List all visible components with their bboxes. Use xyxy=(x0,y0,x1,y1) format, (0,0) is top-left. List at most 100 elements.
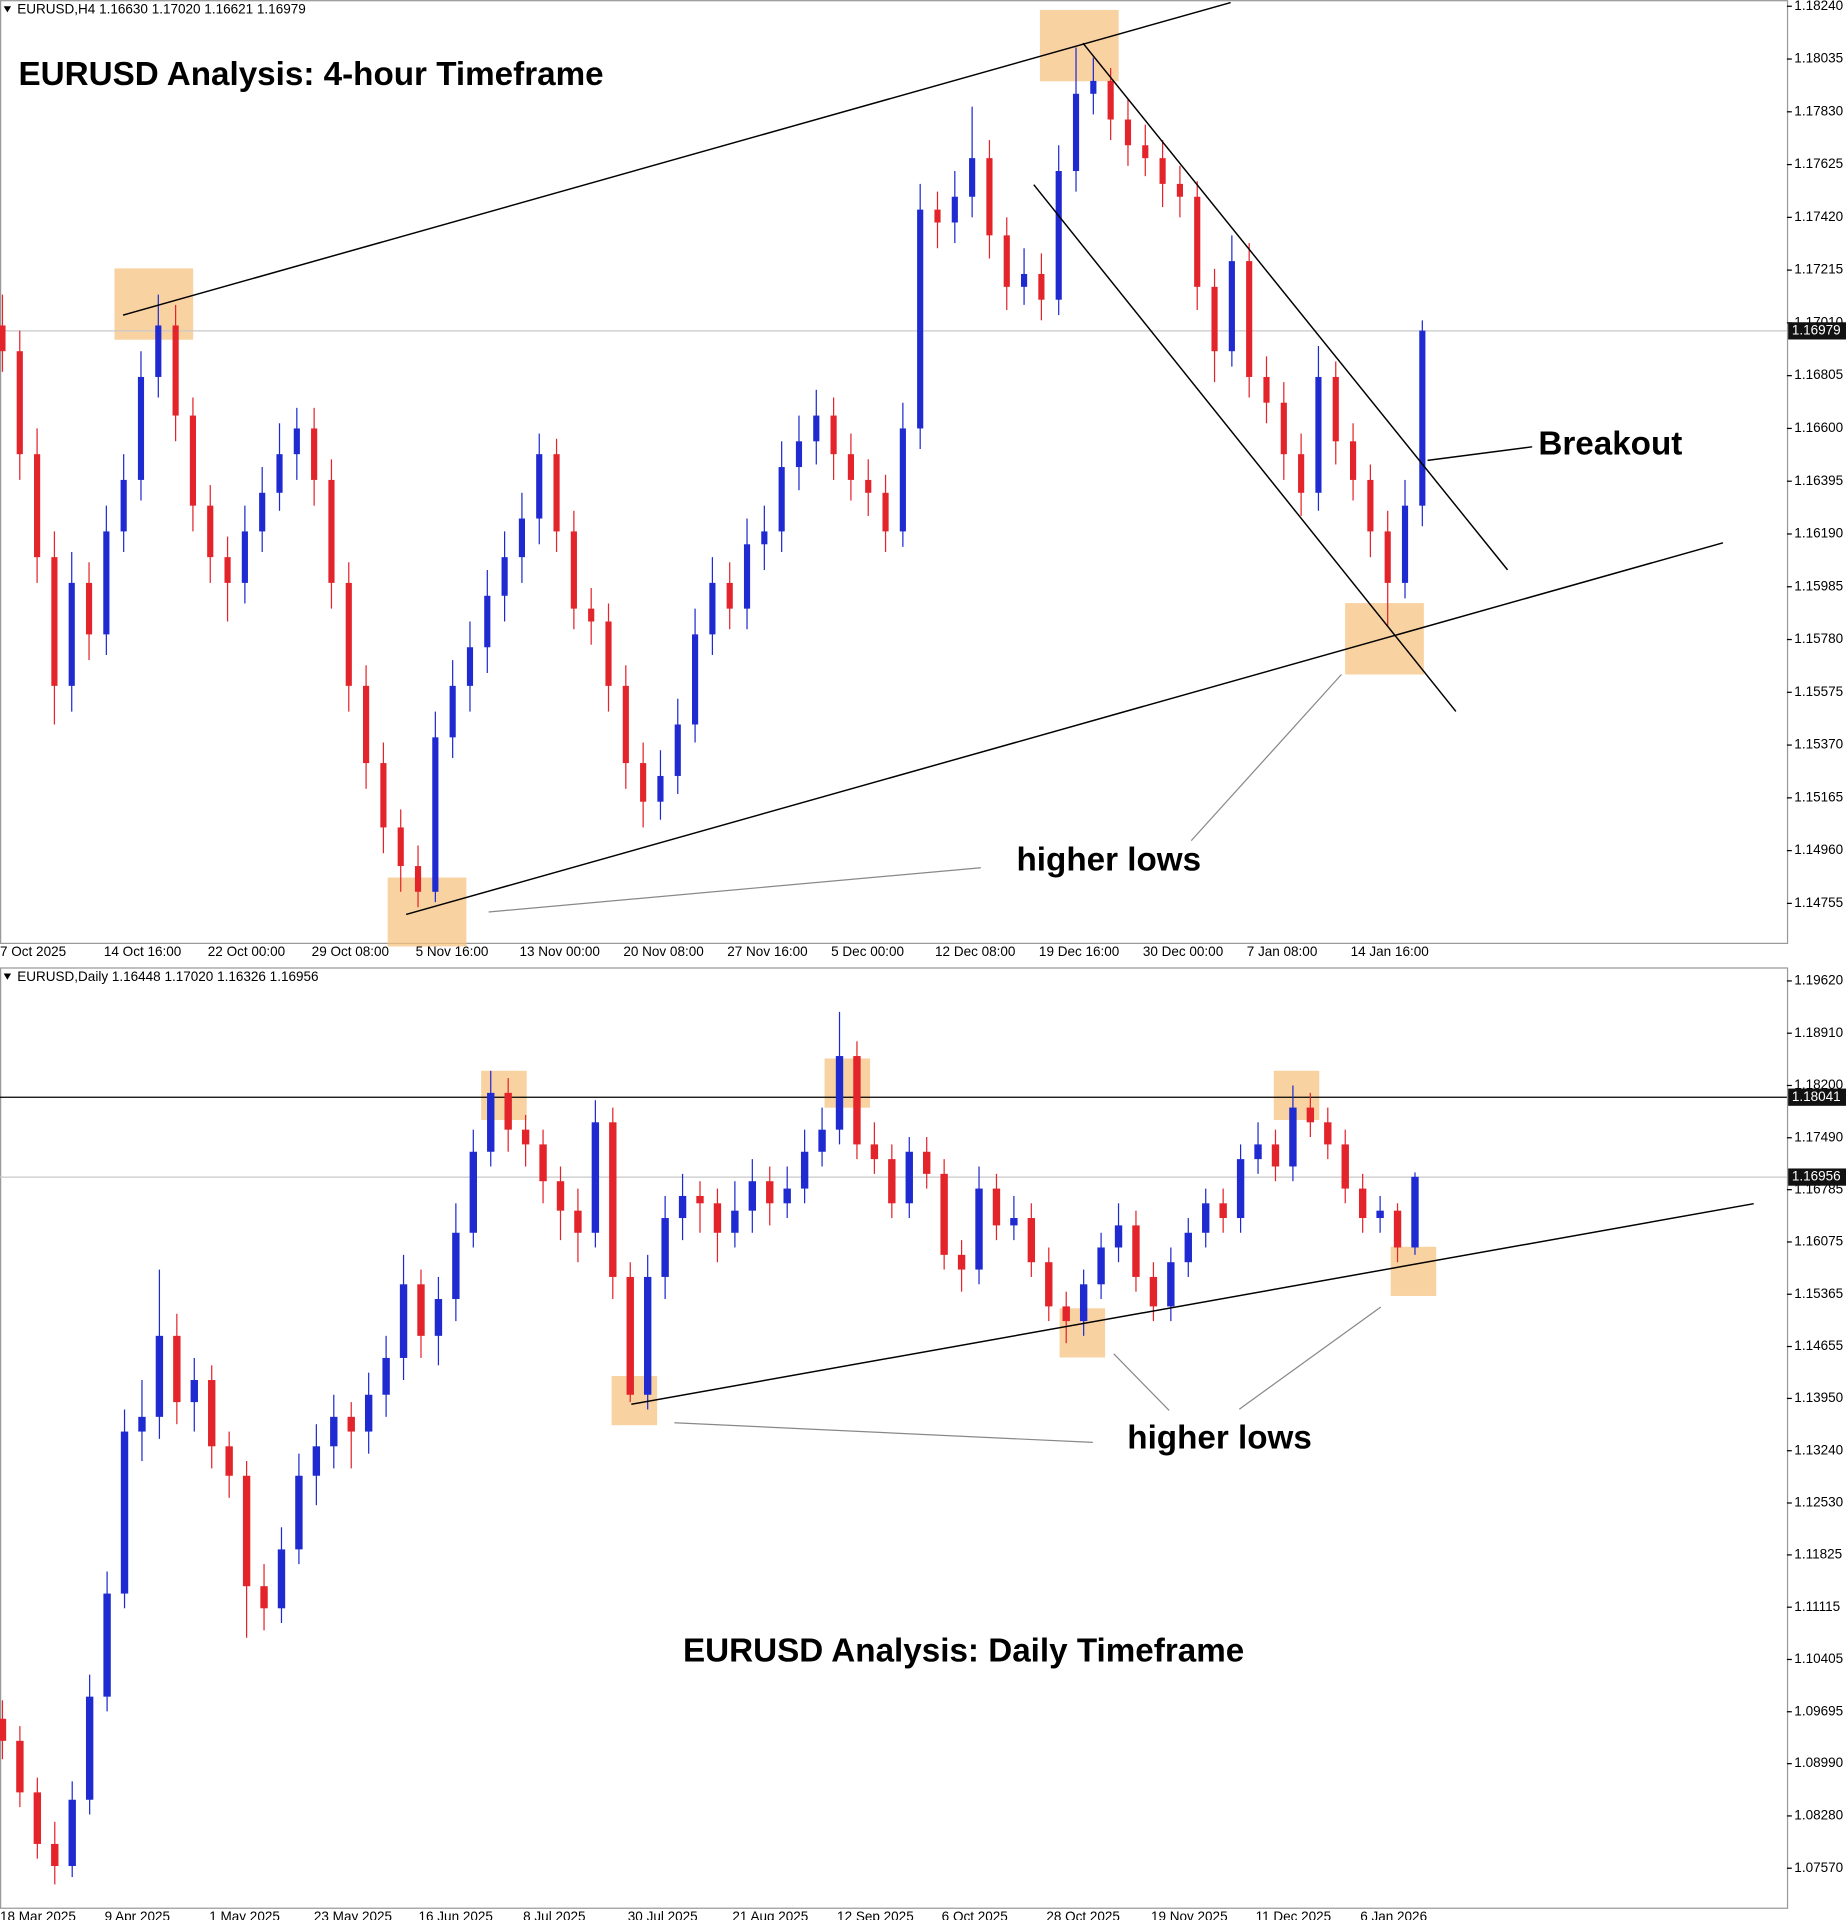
candle-body xyxy=(692,634,699,725)
level-line-box xyxy=(1788,1088,1846,1106)
candle-body xyxy=(190,1380,198,1403)
candle-body xyxy=(449,685,456,738)
candle-body xyxy=(1254,1144,1262,1160)
chart-title: EURUSD Analysis: Daily Timeframe xyxy=(683,1633,1244,1670)
y-tick-label: 1.18910 xyxy=(1794,1025,1843,1040)
x-tick-label: 19 Dec 16:00 xyxy=(1039,944,1119,959)
candle-body xyxy=(1306,1107,1315,1123)
candle-body xyxy=(713,1203,722,1233)
candle-body xyxy=(536,454,543,519)
candle-body xyxy=(260,1586,268,1609)
candle-body xyxy=(605,621,612,686)
y-tick-label: 1.11115 xyxy=(1794,1599,1840,1614)
candle-body xyxy=(957,1254,966,1270)
x-tick-label: 7 Jan 08:00 xyxy=(1247,944,1318,959)
candle-body xyxy=(1027,1218,1036,1263)
y-tick-label: 1.07570 xyxy=(1794,1860,1843,1875)
candle-body xyxy=(853,1056,861,1145)
y-tick-label: 1.14755 xyxy=(1794,895,1843,910)
candle-body xyxy=(951,196,958,223)
y-tick-label: 1.15780 xyxy=(1794,631,1843,646)
candle-body xyxy=(923,1151,931,1174)
candle-body xyxy=(870,1144,879,1160)
candle-body xyxy=(311,428,318,480)
candle-body xyxy=(1176,183,1183,197)
candle-body xyxy=(1211,286,1218,352)
candle-body xyxy=(1090,80,1097,94)
candle-body xyxy=(16,351,23,455)
candle-body xyxy=(397,827,404,867)
candle-body xyxy=(1401,505,1409,583)
candle-body xyxy=(1194,196,1201,287)
y-tick-label: 1.08990 xyxy=(1794,1755,1843,1770)
candle-body xyxy=(345,582,352,686)
candle-body xyxy=(207,505,214,558)
candle-body xyxy=(414,866,422,892)
candle-body xyxy=(1219,1203,1227,1219)
y-tick-label: 1.13240 xyxy=(1794,1442,1843,1457)
candle-body xyxy=(417,1284,425,1336)
candle-body xyxy=(1332,376,1339,442)
candle-body xyxy=(224,557,231,583)
candle-body xyxy=(259,492,266,532)
candle-body xyxy=(1202,1203,1210,1233)
candle-body xyxy=(34,454,41,558)
candle-body xyxy=(795,441,803,468)
candle-body xyxy=(574,1210,582,1233)
pointer-line xyxy=(1427,446,1533,462)
y-tick-label: 1.17625 xyxy=(1794,156,1843,171)
candle-body xyxy=(847,454,854,480)
candle-body xyxy=(992,1188,1001,1226)
x-tick-label: 12 Sep 2025 xyxy=(837,1909,914,1920)
x-tick-label: 14 Oct 16:00 xyxy=(104,944,181,959)
candle-body xyxy=(0,325,6,352)
candle-body xyxy=(975,1188,983,1270)
candle-body xyxy=(484,595,491,648)
header-arrow xyxy=(3,6,12,13)
candle-body xyxy=(640,763,647,802)
highlight-box xyxy=(824,1058,871,1108)
candle-body xyxy=(0,1718,7,1741)
candle-body xyxy=(709,582,716,635)
x-tick-label: 27 Nov 16:00 xyxy=(727,944,807,959)
candle-body xyxy=(588,608,595,622)
candle-body xyxy=(85,1696,94,1800)
candle-body xyxy=(882,492,889,532)
x-tick-label: 28 Oct 2025 xyxy=(1046,1909,1120,1920)
candle-body xyxy=(643,1276,652,1395)
x-tick-label: 11 Dec 2025 xyxy=(1256,1909,1332,1920)
candle-body xyxy=(399,1284,408,1358)
candle-body xyxy=(51,1843,59,1867)
x-tick-label: 6 Oct 2025 xyxy=(942,1909,1008,1920)
candle-body xyxy=(556,1181,565,1211)
candle-body xyxy=(225,1446,233,1476)
candle-body xyxy=(1107,80,1114,120)
x-tick-label: 20 Nov 08:00 xyxy=(623,944,703,959)
candle-body xyxy=(539,1144,547,1182)
panel-frame xyxy=(0,0,1789,945)
candle-body xyxy=(657,775,664,802)
candle-body xyxy=(899,428,906,532)
candle-body xyxy=(1132,1225,1140,1277)
candle-body xyxy=(276,454,283,493)
candle-body xyxy=(678,1195,687,1219)
trendline xyxy=(1033,184,1457,712)
y-tick-label: 1.15575 xyxy=(1794,684,1843,699)
x-tick-label: 7 Oct 2025 xyxy=(0,944,66,959)
candle-body xyxy=(33,1792,42,1844)
candle-body xyxy=(293,428,300,455)
candle-body xyxy=(103,1593,111,1697)
candle-body xyxy=(969,158,976,197)
x-tick-label: 16 Jun 2025 xyxy=(419,1909,493,1920)
candle-body xyxy=(835,1056,844,1130)
header-arrow xyxy=(3,973,12,980)
y-tick-label: 1.16190 xyxy=(1794,526,1843,541)
y-tick-label: 1.08280 xyxy=(1794,1808,1843,1823)
leader-line xyxy=(1190,674,1342,842)
x-tick-label: 19 Nov 2025 xyxy=(1151,1909,1228,1920)
candle-body xyxy=(696,1195,704,1204)
x-tick-label: 14 Jan 16:00 xyxy=(1351,944,1429,959)
x-tick-label: 30 Dec 00:00 xyxy=(1143,944,1223,959)
candle-body xyxy=(1324,1122,1332,1145)
